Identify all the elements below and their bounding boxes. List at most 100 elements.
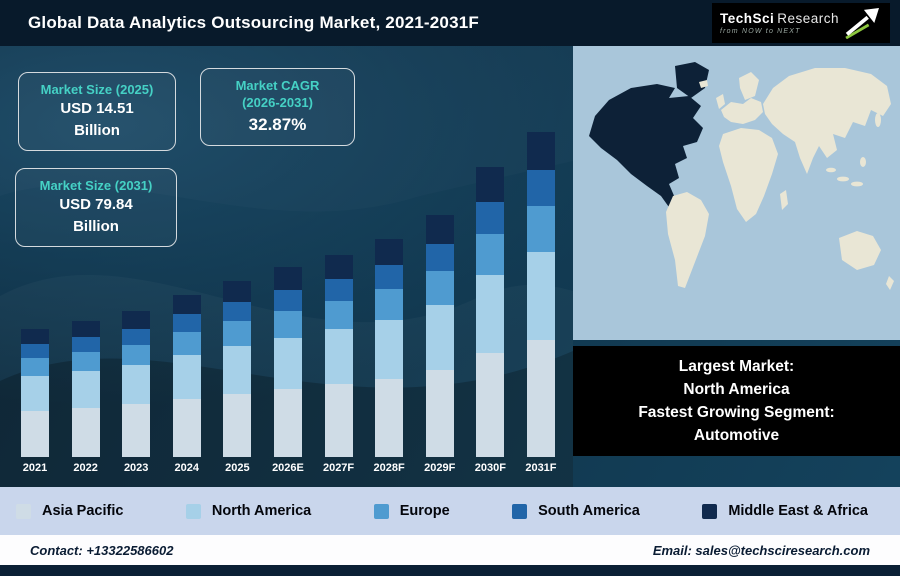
stacked-bar: [425, 215, 454, 457]
bar-slot: 2031F: [516, 132, 566, 474]
bar-segment-north-america: [172, 355, 201, 399]
bar-segment-middle-east-africa: [273, 267, 302, 290]
bar-segment-north-america: [71, 371, 100, 408]
bar-slot: 2025: [212, 281, 262, 474]
bar-segment-asia-pacific: [71, 408, 100, 457]
world-map: [573, 46, 900, 340]
legend-label: Asia Pacific: [42, 503, 124, 519]
bar-slot: 2022: [61, 321, 111, 474]
bar-segment-middle-east-africa: [526, 132, 555, 170]
madagascar-region: [780, 190, 788, 210]
stacked-bar: [324, 255, 353, 457]
x-axis-label: 2028F: [373, 462, 405, 474]
bar-segment-europe: [223, 321, 252, 346]
x-axis-label: 2030F: [474, 462, 506, 474]
page-title: Global Data Analytics Outsourcing Market…: [28, 13, 479, 32]
legend-item: Europe: [373, 503, 450, 519]
x-axis-label: 2025: [225, 462, 250, 474]
legend-swatch: [16, 503, 31, 519]
header: Global Data Analytics Outsourcing Market…: [0, 0, 900, 46]
asia-region: [763, 68, 891, 174]
bar-segment-asia-pacific: [273, 389, 302, 457]
logo-text: TechSci Research from NOW to NEXT: [720, 11, 839, 35]
indonesia-island: [837, 176, 849, 182]
bar-segment-middle-east-africa: [324, 255, 353, 279]
logo-brand-primary: TechSci: [720, 11, 775, 26]
new-zealand-region: [886, 276, 894, 290]
bar-segment-europe: [476, 234, 505, 275]
stacked-bar: [122, 311, 151, 457]
bar-segment-asia-pacific: [223, 394, 252, 457]
bar-segment-south-america: [375, 265, 404, 289]
south-america-region: [666, 192, 709, 288]
x-axis-label: 2021: [22, 462, 48, 474]
bar-segment-europe: [172, 332, 201, 355]
bar-slot: 2023: [111, 311, 161, 474]
legend-swatch: [373, 503, 389, 519]
info-label: Market CAGR: [235, 78, 320, 93]
bar-segment-north-america: [122, 365, 151, 404]
legend-label: South America: [538, 503, 640, 519]
bar-segment-middle-east-africa: [71, 321, 100, 337]
bar-segment-south-america: [425, 244, 454, 271]
info-label: Market Size (2031): [39, 178, 153, 193]
japan-island: [875, 113, 881, 127]
callout-line-4: Automotive: [693, 427, 780, 444]
stacked-bar: [476, 167, 505, 457]
market-size-2025-box: Market Size (2025) USD 14.51 Billion: [18, 72, 176, 151]
bar-segment-europe: [375, 289, 404, 320]
bar-segment-europe: [273, 311, 302, 338]
bar-segment-asia-pacific: [375, 379, 404, 457]
bar-segment-middle-east-africa: [172, 295, 201, 314]
x-axis-label: 2026E: [272, 462, 304, 474]
x-axis-label: 2023: [123, 462, 149, 474]
logo-brand: TechSci Research: [720, 11, 839, 26]
bar-segment-north-america: [273, 338, 302, 389]
bar-segment-north-america: [375, 320, 404, 379]
footer: Contact: +13322586602 Email: sales@techs…: [0, 535, 900, 565]
legend-swatch: [702, 503, 718, 519]
info-unit: Billion: [74, 122, 120, 139]
stacked-bar: [172, 295, 201, 457]
info-value: USD 14.51: [60, 100, 134, 117]
bar-segment-asia-pacific: [122, 404, 151, 457]
bar-segment-middle-east-africa: [476, 167, 505, 202]
logo-tagline: from NOW to NEXT: [720, 28, 801, 35]
bar-segment-middle-east-africa: [21, 329, 49, 344]
market-cagr-box: Market CAGR (2026-2031) 32.87%: [200, 68, 355, 146]
market-size-2031-box: Market Size (2031) USD 79.84 Billion: [15, 168, 177, 247]
bar-slot: 2030F: [465, 167, 515, 474]
bar-segment-south-america: [526, 170, 555, 206]
bar-segment-south-america: [273, 290, 302, 311]
uk-region: [716, 94, 725, 109]
info-value: 32.87%: [248, 115, 307, 134]
callout-line-3: Fastest Growing Segment:: [638, 404, 835, 421]
bar-segment-europe: [324, 301, 353, 329]
bottom-bar: [0, 565, 900, 576]
bar-segment-south-america: [476, 202, 505, 234]
x-axis-label: 2024: [174, 462, 200, 474]
world-map-panel: [573, 46, 900, 340]
bar-segment-south-america: [172, 314, 201, 332]
stacked-bar: [223, 281, 252, 457]
scandinavia-region: [739, 72, 759, 100]
bar-segment-asia-pacific: [425, 370, 454, 457]
info-label: Market Size (2025): [40, 82, 154, 97]
philippines-island: [860, 157, 866, 167]
australia-region: [839, 231, 881, 270]
info-value: USD 79.84: [59, 196, 133, 213]
stacked-bar: [375, 239, 404, 457]
legend-item: South America: [512, 503, 640, 519]
stacked-bar: [71, 321, 100, 457]
x-axis-label: 2031F: [525, 462, 557, 474]
bar-segment-north-america: [223, 346, 252, 394]
bar-segment-europe: [71, 352, 100, 371]
bar-segment-middle-east-africa: [122, 311, 151, 329]
contact-text: Contact: +13322586602: [30, 542, 174, 558]
indonesia-island: [826, 167, 836, 173]
iceland-region: [699, 80, 708, 88]
bar-segment-south-america: [122, 329, 151, 345]
bar-slot: 2026E: [263, 267, 313, 474]
indonesia-island: [851, 181, 863, 187]
bar-segment-north-america: [476, 275, 505, 353]
